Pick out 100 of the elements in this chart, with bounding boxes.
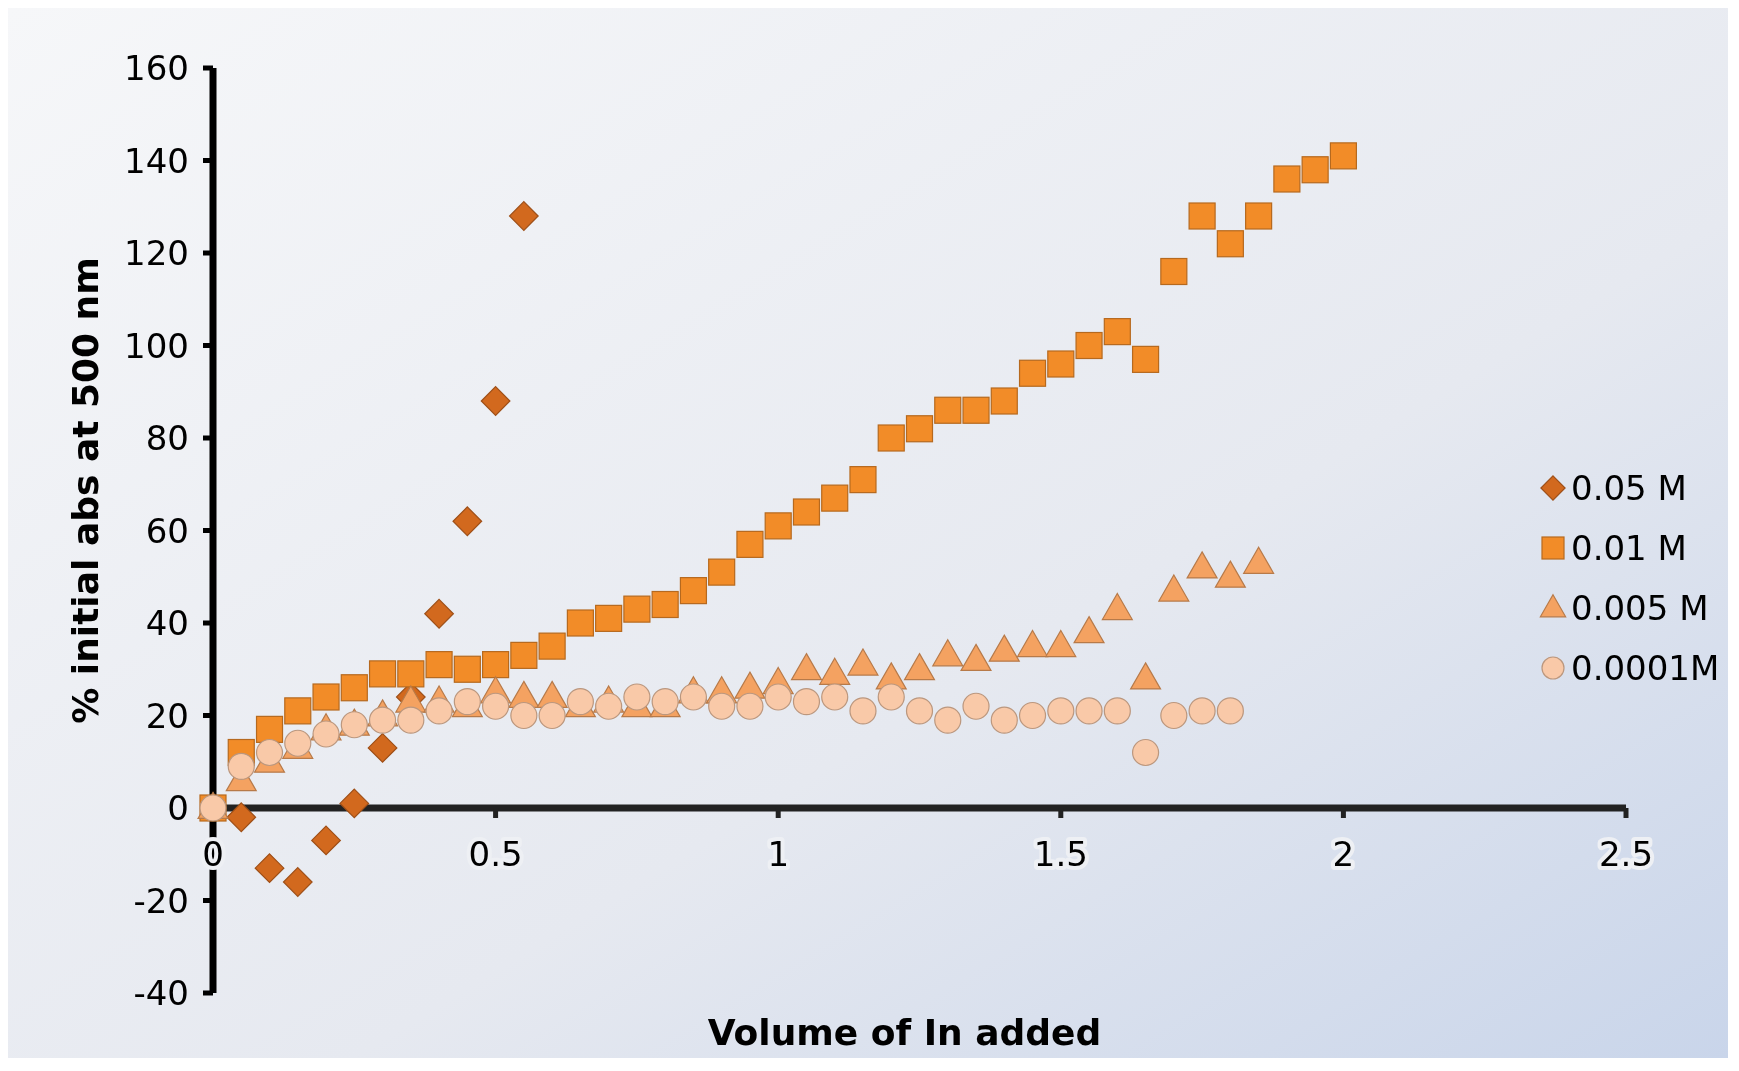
point	[254, 853, 285, 884]
point	[821, 484, 849, 512]
point	[255, 738, 284, 767]
point	[311, 825, 341, 856]
point	[821, 683, 849, 711]
point	[849, 466, 877, 494]
point	[990, 706, 1018, 734]
point	[623, 595, 651, 623]
point	[595, 692, 623, 720]
y-tick-label: 40	[145, 603, 189, 643]
point	[849, 697, 877, 725]
x-tick-label: 2.5	[1598, 834, 1654, 874]
point	[482, 651, 510, 679]
y-tick-label: 100	[124, 325, 189, 366]
point	[424, 598, 454, 629]
y-tick-label: 0	[167, 788, 189, 828]
point	[482, 692, 510, 720]
point	[510, 641, 538, 669]
legend-label: 0.005 M	[1571, 588, 1709, 628]
legend-label: 0.05 M	[1571, 468, 1687, 508]
point	[905, 415, 934, 443]
point	[1301, 156, 1329, 184]
point	[1018, 359, 1047, 387]
y-tick-label: 60	[145, 510, 189, 551]
point	[425, 697, 453, 725]
point	[764, 683, 792, 711]
point	[708, 692, 736, 720]
point	[962, 396, 990, 424]
point	[339, 788, 370, 819]
y-tick-label: 160	[124, 48, 189, 88]
point	[934, 706, 962, 734]
point	[905, 697, 934, 725]
point	[1329, 142, 1357, 170]
point	[425, 651, 453, 679]
point	[1103, 697, 1131, 725]
point	[708, 558, 736, 586]
point	[284, 697, 312, 725]
point	[340, 711, 368, 739]
point	[1216, 697, 1244, 725]
point	[1131, 738, 1160, 767]
point	[226, 802, 257, 833]
point	[1047, 350, 1075, 378]
point	[623, 683, 651, 711]
point	[452, 506, 483, 537]
point	[990, 387, 1018, 415]
point	[877, 424, 905, 452]
point	[480, 386, 511, 416]
point	[1273, 165, 1301, 193]
point	[340, 674, 368, 702]
point	[1216, 230, 1244, 258]
point	[312, 683, 340, 711]
point	[282, 867, 313, 897]
point	[764, 512, 792, 540]
point	[1188, 697, 1216, 725]
point	[736, 530, 764, 558]
y-tick-label: -20	[133, 880, 189, 921]
point	[255, 715, 284, 743]
point	[877, 683, 905, 711]
point	[1131, 345, 1160, 373]
point	[792, 498, 821, 526]
x-tick-label: 2	[1332, 834, 1355, 874]
y-tick-label: -40	[133, 973, 189, 1013]
point	[508, 201, 539, 231]
y-tick-label: 20	[145, 695, 189, 736]
point	[1160, 701, 1188, 730]
point	[1188, 202, 1216, 230]
point	[1075, 697, 1103, 725]
point	[962, 692, 990, 720]
point	[453, 655, 481, 683]
point	[1018, 701, 1047, 730]
point	[1075, 331, 1103, 360]
point	[538, 632, 566, 660]
point	[566, 609, 594, 637]
x-tick-label: 0.5	[468, 834, 523, 874]
point	[1160, 257, 1188, 286]
point	[368, 660, 397, 688]
point	[397, 660, 425, 688]
point	[368, 706, 397, 734]
point	[1245, 202, 1273, 230]
point	[397, 706, 425, 734]
y-axis-title: % initial abs at 500 nm	[65, 257, 106, 724]
y-tick-label: 140	[124, 140, 189, 181]
x-tick-label: 1.5	[1033, 834, 1088, 874]
point	[312, 720, 340, 748]
point	[1047, 697, 1075, 725]
point	[736, 692, 764, 720]
legend-label: 0.01 M	[1571, 528, 1687, 568]
point	[510, 701, 538, 730]
y-tick-label: 120	[124, 233, 189, 273]
point	[651, 590, 679, 619]
y-tick-label: 80	[145, 418, 189, 458]
point	[679, 577, 708, 605]
x-tick-label: 1	[767, 834, 790, 874]
point	[595, 604, 623, 632]
point	[792, 688, 821, 716]
point	[227, 752, 255, 780]
x-axis-title: Volume of In added	[707, 1012, 1102, 1053]
point	[538, 701, 566, 730]
point	[679, 683, 708, 711]
point	[934, 396, 962, 424]
